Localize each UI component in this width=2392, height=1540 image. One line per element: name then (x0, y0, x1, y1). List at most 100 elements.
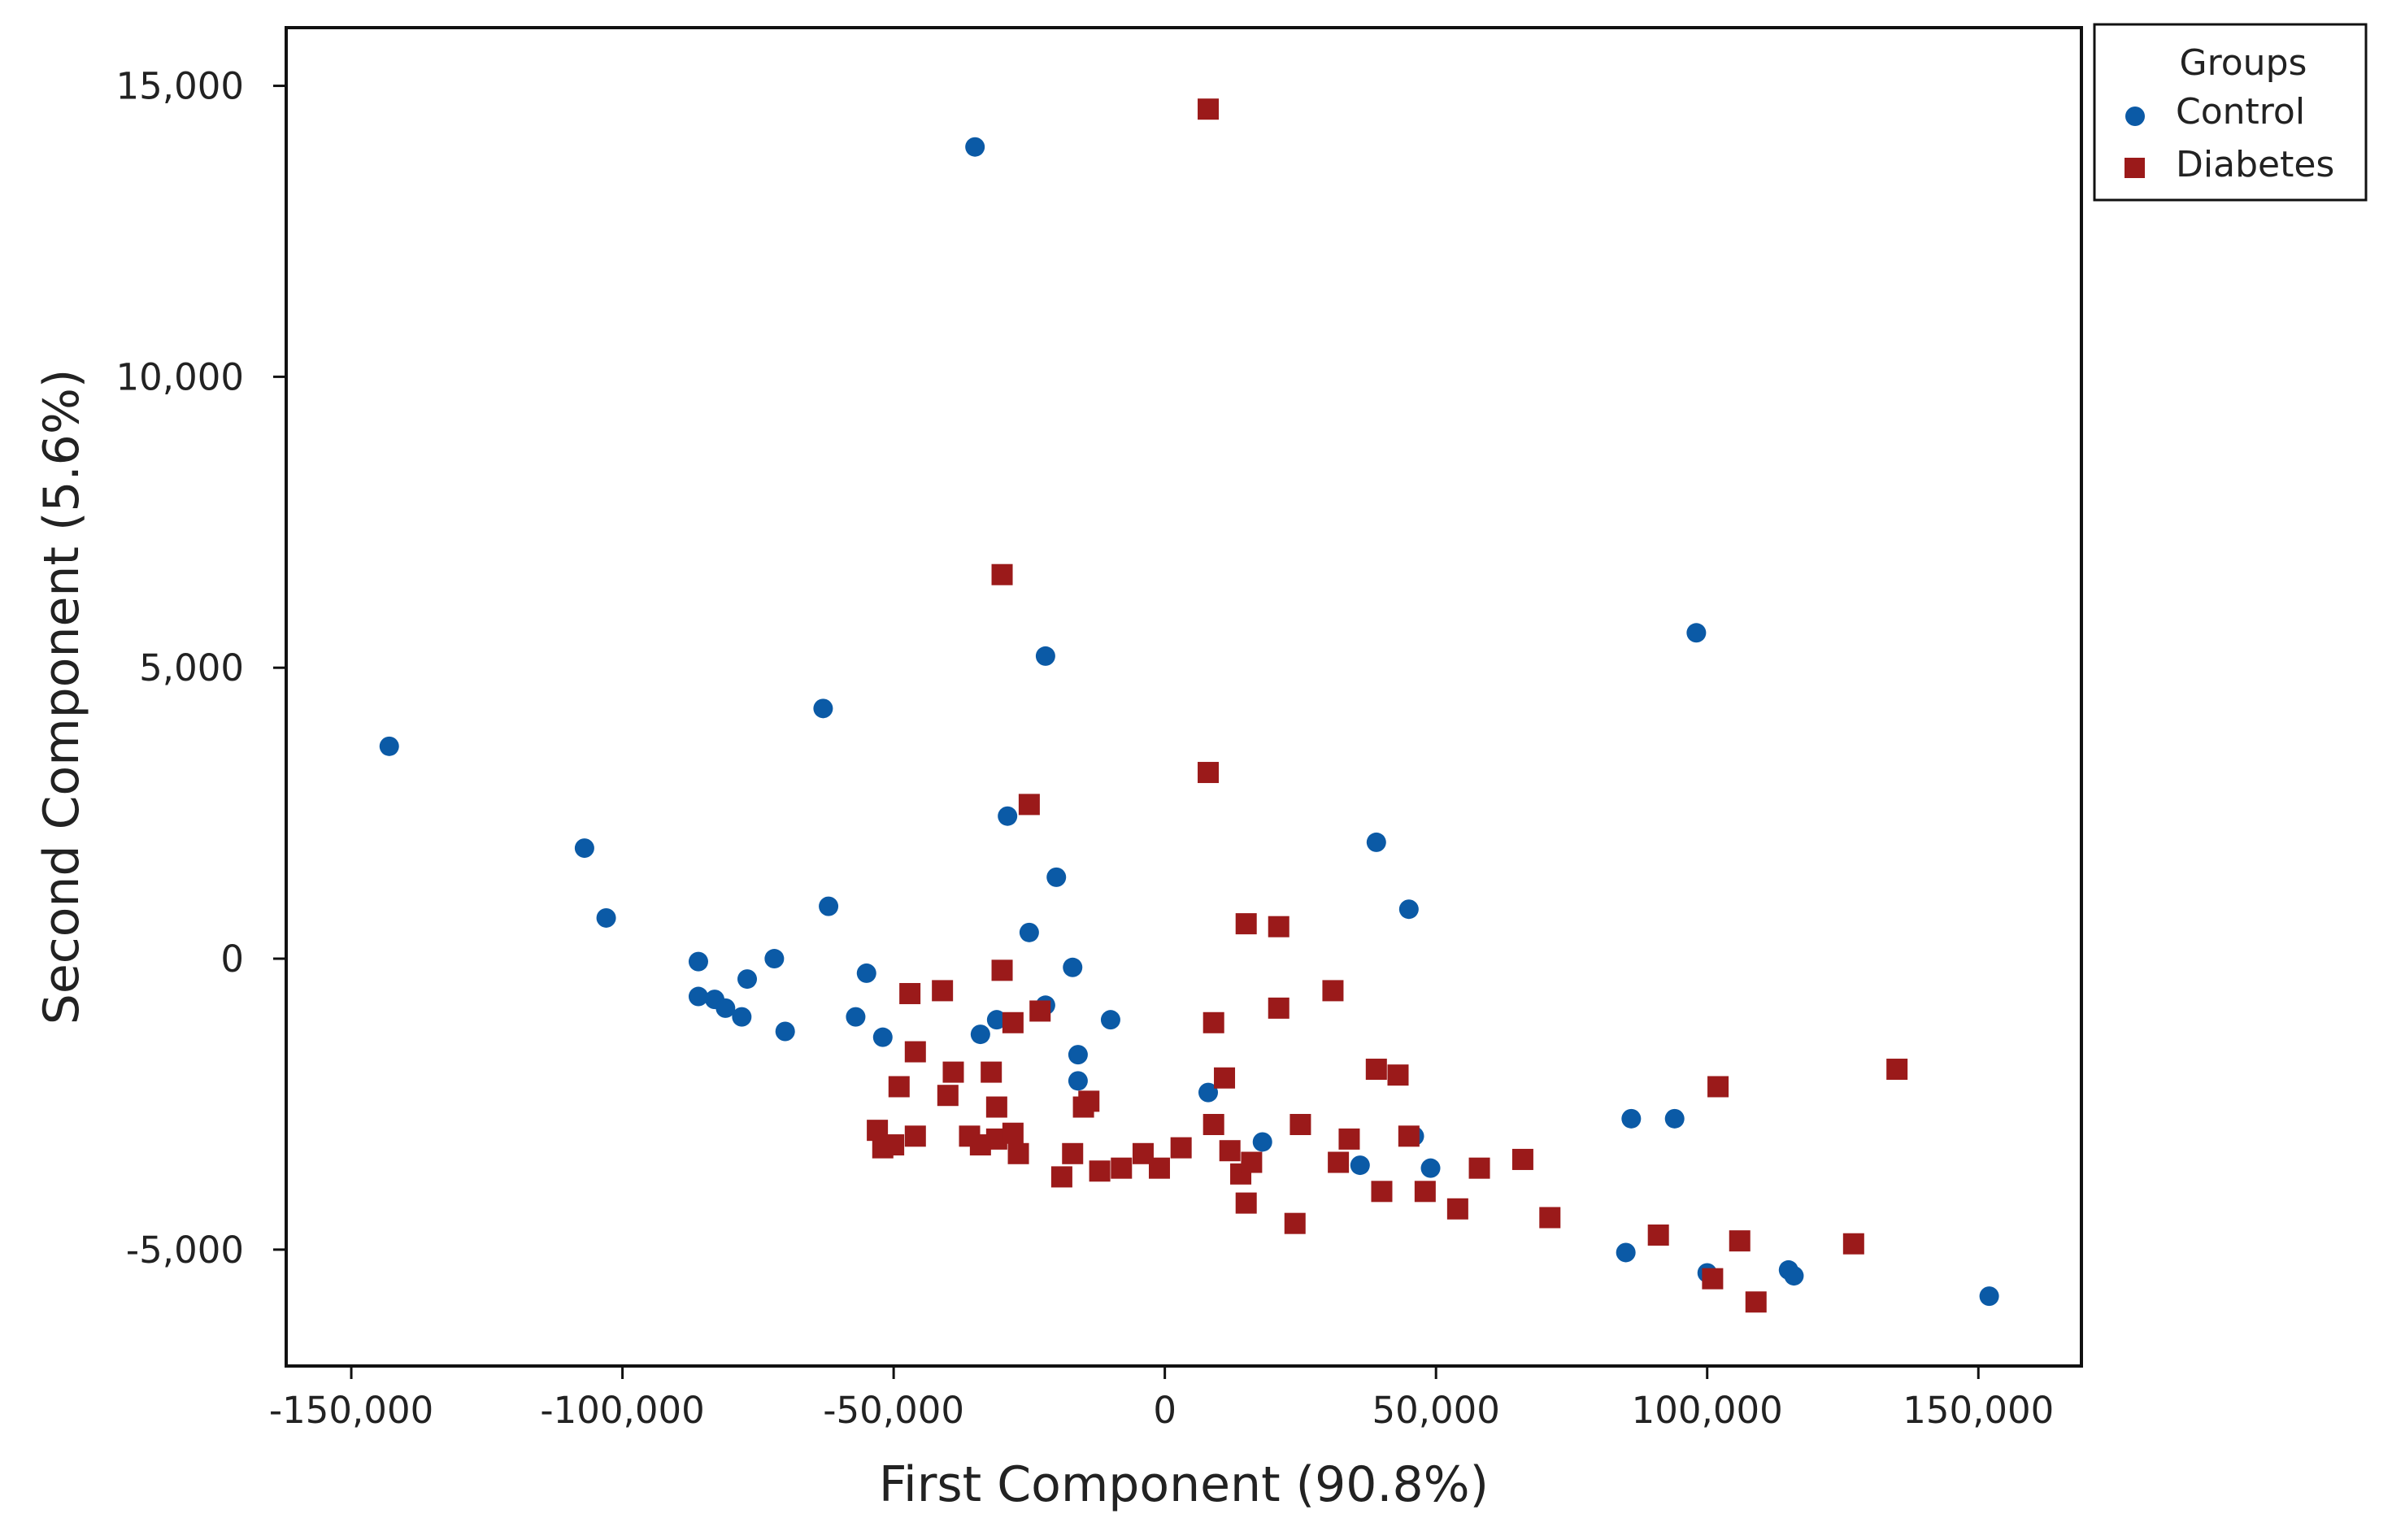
data-point-diabetes (1414, 1181, 1436, 1203)
y-tick-label: 0 (220, 937, 244, 981)
x-tick-label: -150,000 (269, 1389, 433, 1432)
data-point-control (688, 986, 708, 1007)
data-point-control (1616, 1242, 1636, 1263)
data-point-control (965, 137, 985, 157)
x-tick-label: 50,000 (1372, 1389, 1499, 1432)
data-point-diabetes (1170, 1137, 1192, 1159)
data-point-diabetes (1446, 1198, 1468, 1220)
x-tick-label: 150,000 (1903, 1389, 2054, 1432)
x-tick-label: 0 (1153, 1389, 1176, 1432)
data-point-diabetes (1387, 1064, 1409, 1086)
data-point-diabetes (1018, 794, 1040, 816)
data-point-diabetes (1290, 1114, 1311, 1136)
data-point-diabetes (1002, 1011, 1024, 1033)
data-point-diabetes (1729, 1230, 1751, 1252)
data-point-control (986, 1010, 1007, 1030)
data-point-control (1979, 1286, 1999, 1307)
data-point-diabetes (1268, 916, 1290, 937)
data-point-control (1686, 623, 1707, 643)
data-point-control (596, 907, 616, 928)
x-axis-title: First Component (90.8%) (879, 1456, 1489, 1513)
data-point-diabetes (1371, 1181, 1393, 1203)
data-point-diabetes (1702, 1268, 1724, 1290)
data-point-diabetes (1886, 1059, 1908, 1081)
data-point-control (1063, 957, 1083, 977)
data-point-control (856, 963, 876, 983)
data-point-diabetes (985, 1096, 1007, 1118)
data-point-diabetes (1007, 1142, 1029, 1164)
data-point-diabetes (1219, 1140, 1241, 1162)
data-point-diabetes (1707, 1076, 1729, 1098)
data-point-diabetes (981, 1061, 1002, 1083)
data-point-control (715, 998, 736, 1018)
data-point-diabetes (1214, 1067, 1236, 1089)
legend-label-control: Control (2176, 91, 2305, 133)
data-point-control (764, 949, 785, 969)
data-point-control (1035, 646, 1055, 666)
data-point-diabetes (1235, 913, 1257, 935)
data-point-diabetes (1468, 1157, 1490, 1179)
data-point-control (1350, 1155, 1370, 1176)
data-point-diabetes (1322, 980, 1344, 1002)
data-point-diabetes (1198, 762, 1220, 784)
data-point-control (813, 698, 833, 719)
plot-area (285, 26, 2083, 1368)
data-point-diabetes (883, 1134, 905, 1156)
data-point-control (1420, 1158, 1441, 1178)
y-tick-label: 15,000 (116, 65, 244, 108)
data-point-diabetes (1539, 1207, 1561, 1229)
data-point-diabetes (904, 1125, 926, 1147)
data-point-diabetes (1062, 1142, 1084, 1164)
data-point-diabetes (1111, 1157, 1133, 1179)
legend: Groups Control Diabetes (2093, 23, 2368, 202)
legend-marker-control (2125, 107, 2145, 126)
x-tick-label: -50,000 (823, 1389, 964, 1432)
data-point-diabetes (1511, 1148, 1533, 1170)
legend-title: Groups (2180, 42, 2307, 84)
data-point-diabetes (1338, 1128, 1360, 1150)
x-axis: -150,000 -100,000 -50,000 0 50,000 100,000 150… (269, 1366, 2054, 1432)
data-point-control (998, 806, 1018, 826)
data-point-diabetes (942, 1061, 964, 1083)
data-point-diabetes (1198, 98, 1220, 120)
data-point-control (732, 1007, 752, 1027)
data-point-diabetes (1002, 1122, 1024, 1144)
data-point-control (574, 838, 594, 859)
x-tick-label: -100,000 (540, 1389, 704, 1432)
data-point-control (1068, 1045, 1088, 1065)
y-tick-label: -5,000 (126, 1229, 244, 1272)
data-point-diabetes (899, 982, 921, 1004)
data-point-diabetes (1148, 1157, 1170, 1179)
data-point-control (1019, 922, 1039, 942)
data-point-control (379, 736, 399, 756)
data-point-control (872, 1027, 893, 1047)
data-point-control (970, 1024, 990, 1045)
data-point-diabetes (888, 1076, 910, 1098)
y-axis-title: Second Component (5.6%) (33, 369, 90, 1025)
y-tick-label: 10,000 (116, 355, 244, 398)
legend-label-diabetes: Diabetes (2176, 144, 2334, 185)
data-point-control (1366, 832, 1386, 852)
data-point-diabetes (1029, 1000, 1051, 1022)
data-point-diabetes (1328, 1151, 1350, 1173)
data-point-diabetes (932, 980, 954, 1002)
data-point-control (1068, 1071, 1088, 1091)
data-point-diabetes (1365, 1059, 1387, 1081)
data-point-diabetes (1072, 1096, 1094, 1118)
data-point-diabetes (1203, 1011, 1224, 1033)
data-point-control (1046, 867, 1067, 887)
data-point-control (1398, 899, 1419, 920)
data-point-diabetes (1842, 1233, 1864, 1255)
data-point-control (1198, 1082, 1219, 1103)
data-points (379, 98, 1999, 1313)
data-point-diabetes (1268, 997, 1290, 1019)
y-tick-label: 5,000 (139, 646, 244, 690)
data-point-diabetes (1647, 1224, 1669, 1246)
data-point-control (737, 969, 758, 990)
data-point-control (1252, 1132, 1272, 1152)
data-point-diabetes (937, 1085, 959, 1107)
legend-marker-diabetes (2125, 158, 2145, 178)
data-point-diabetes (1089, 1160, 1111, 1182)
data-point-control (819, 896, 839, 916)
